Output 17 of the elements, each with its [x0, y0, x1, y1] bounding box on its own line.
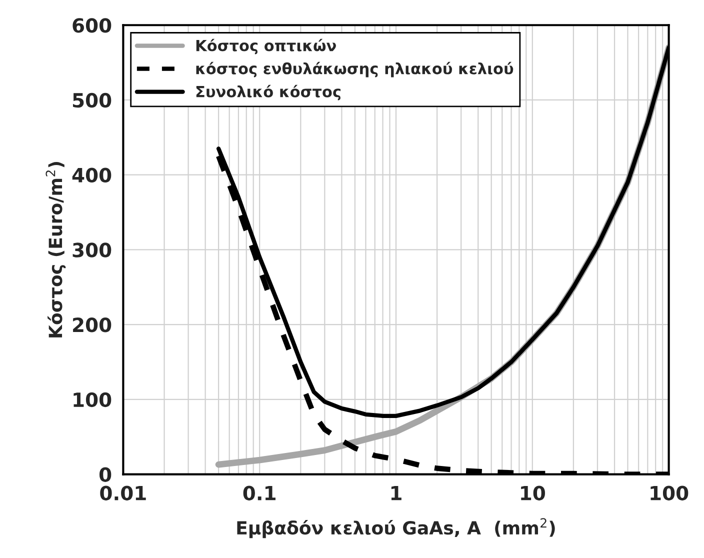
y-tick-label: 100	[74, 392, 112, 408]
y-tick-label: 300	[72, 242, 112, 258]
x-tick-label: 0.01	[100, 486, 146, 500]
legend-label: Κόστος οπτικών	[196, 38, 336, 54]
x-tick-label: 0.1	[243, 486, 276, 500]
x-tick-label: 100	[650, 486, 688, 500]
y-tick-label: 400	[72, 168, 112, 183]
x-tick-label: 10	[521, 486, 545, 500]
y-tick-label: 200	[73, 318, 112, 332]
legend-label: Συνολικό κόστος	[196, 84, 340, 100]
legend-label: κόστος ενθυλάκωσης ηλιακού κελιού	[196, 62, 514, 78]
y-tick-label: 600	[72, 18, 112, 33]
x-axis-title: Εμβαδόν κελιού GaAs, A (mm$^{2}$)	[237, 518, 555, 538]
x-tick-label: 1	[391, 486, 402, 500]
y-tick-label: 500	[73, 92, 112, 108]
y-axis-title: Κόστος (Euro/m$^{2}$)	[46, 162, 66, 338]
y-tick-label: 0	[99, 467, 112, 482]
